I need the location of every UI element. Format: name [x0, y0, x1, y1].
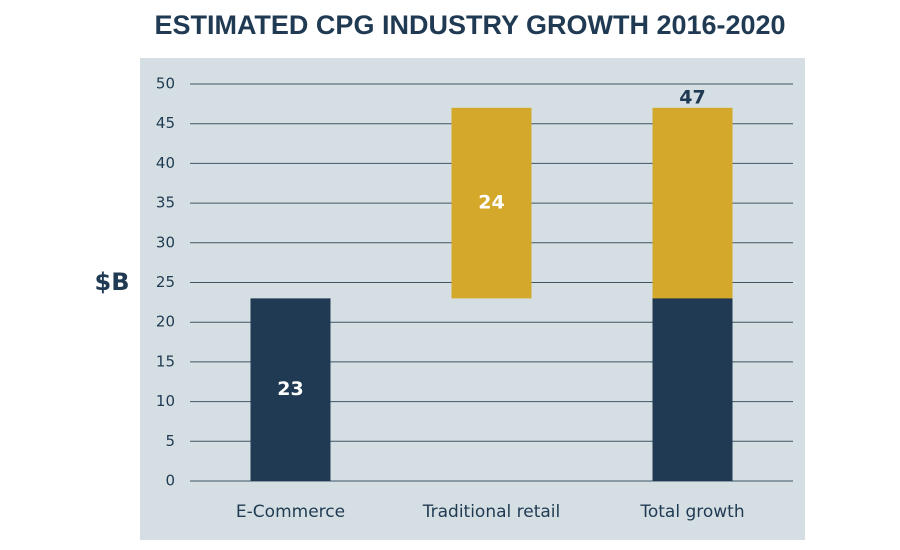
data-label: 24 — [478, 192, 504, 214]
y-tick-label: 50 — [156, 75, 175, 93]
y-tick-label: 0 — [165, 472, 175, 490]
x-tick-label: E-Commerce — [236, 502, 345, 522]
y-tick-label: 40 — [156, 154, 175, 172]
total-segment — [652, 298, 733, 481]
y-tick-label: 15 — [156, 352, 175, 370]
data-label: 23 — [277, 378, 303, 400]
y-tick-label: 35 — [156, 194, 175, 212]
y-tick-label: 5 — [165, 432, 175, 450]
x-tick-label: Traditional retail — [422, 502, 561, 522]
chart-title: ESTIMATED CPG INDUSTRY GROWTH 2016-2020 — [154, 10, 785, 40]
bar — [451, 107, 532, 299]
y-tick-label: 30 — [156, 233, 175, 251]
data-label: 47 — [679, 86, 705, 108]
y-tick-label: 45 — [156, 114, 175, 132]
x-tick-label: Total growth — [639, 502, 744, 522]
y-tick-label: 10 — [156, 392, 175, 410]
bar — [250, 298, 331, 481]
y-axis-label: $B — [95, 268, 130, 296]
y-tick-label: 20 — [156, 313, 175, 331]
y-tick-label: 25 — [156, 273, 175, 291]
